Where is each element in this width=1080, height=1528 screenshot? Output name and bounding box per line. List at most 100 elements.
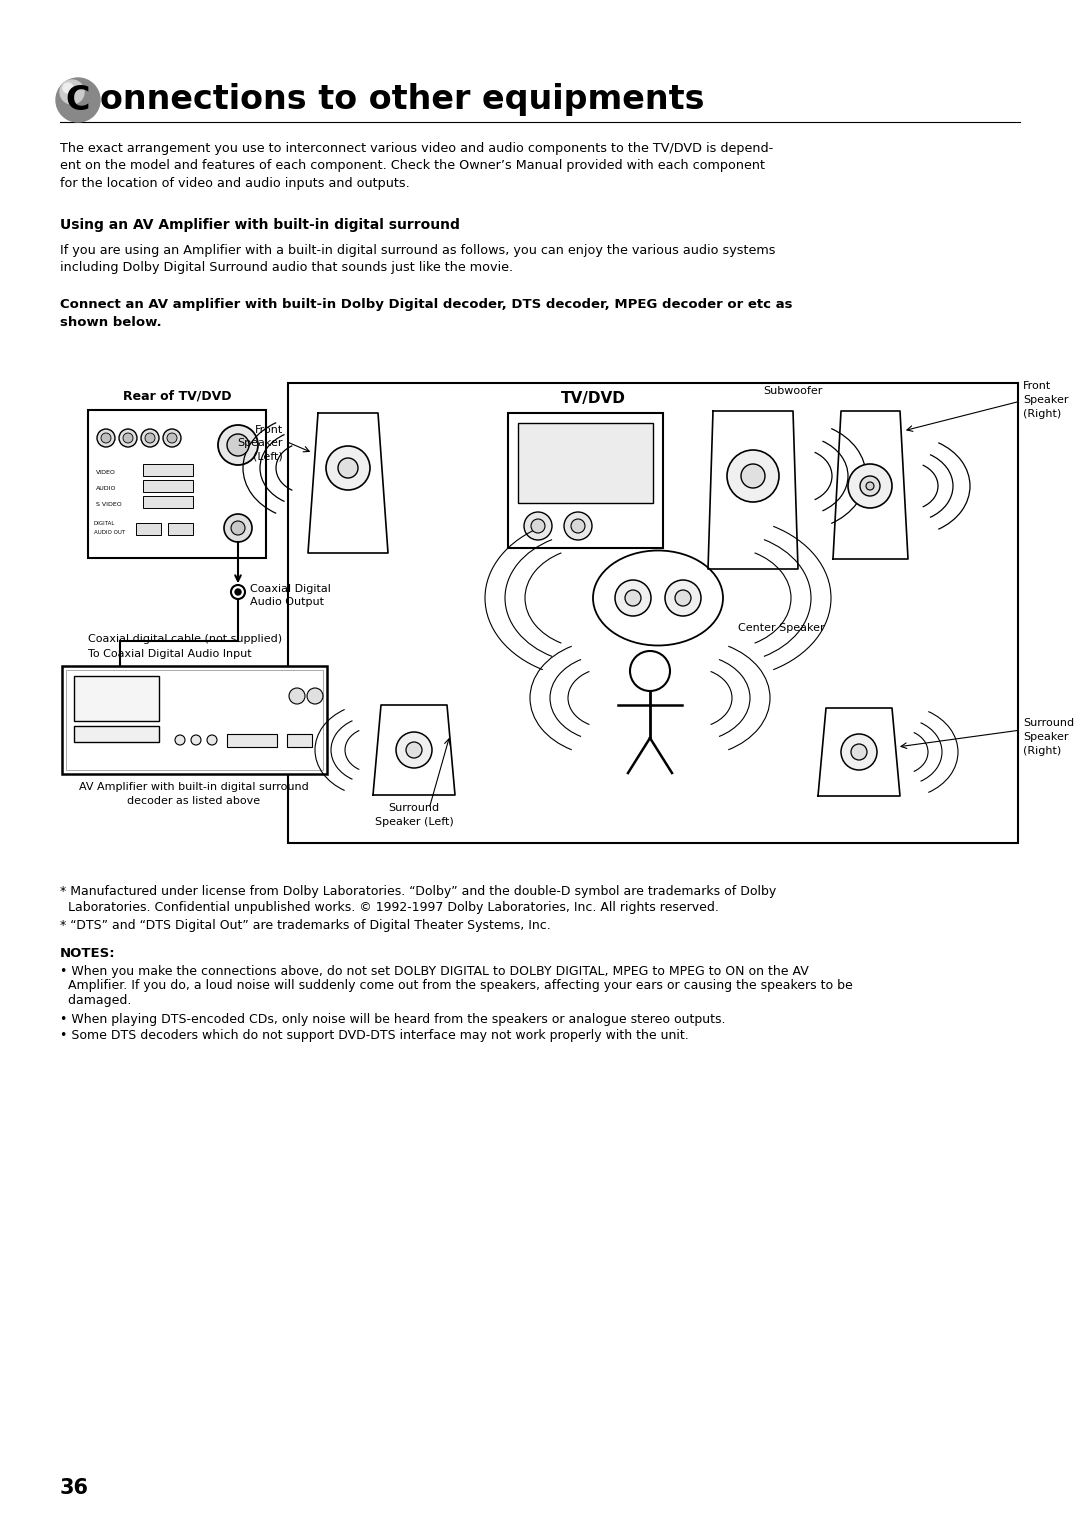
Text: Subwoofer: Subwoofer xyxy=(762,387,822,396)
Circle shape xyxy=(102,432,111,443)
Bar xyxy=(75,726,159,743)
Circle shape xyxy=(175,735,185,746)
Polygon shape xyxy=(833,411,908,559)
Circle shape xyxy=(860,477,880,497)
Text: * Manufactured under license from Dolby Laboratories. “Dolby” and the double-D s: * Manufactured under license from Dolby … xyxy=(60,885,777,898)
Polygon shape xyxy=(818,707,900,796)
Circle shape xyxy=(396,732,432,769)
Circle shape xyxy=(564,512,592,539)
Bar xyxy=(87,410,266,558)
Text: Center Speaker: Center Speaker xyxy=(738,623,825,633)
Circle shape xyxy=(326,446,370,490)
Text: Coaxial digital cable (not supplied): Coaxial digital cable (not supplied) xyxy=(87,634,282,643)
Circle shape xyxy=(524,512,552,539)
Text: AUDIO: AUDIO xyxy=(96,486,117,490)
Bar xyxy=(168,523,193,535)
Circle shape xyxy=(615,581,651,616)
Text: DIGITAL: DIGITAL xyxy=(94,521,116,526)
Circle shape xyxy=(866,481,874,490)
Circle shape xyxy=(231,585,245,599)
Text: damaged.: damaged. xyxy=(60,995,132,1007)
Circle shape xyxy=(191,735,201,746)
Circle shape xyxy=(167,432,177,443)
Text: Laboratories. Confidential unpublished works. © 1992-1997 Dolby Laboratories, In: Laboratories. Confidential unpublished w… xyxy=(60,902,719,914)
Circle shape xyxy=(119,429,137,448)
Circle shape xyxy=(56,78,100,122)
Circle shape xyxy=(224,513,252,542)
Bar xyxy=(287,733,312,747)
Ellipse shape xyxy=(593,550,723,645)
Bar xyxy=(227,733,276,747)
Text: • When playing DTS-encoded CDs, only noise will be heard from the speakers or an: • When playing DTS-encoded CDs, only noi… xyxy=(60,1013,726,1025)
Bar xyxy=(136,523,161,535)
Circle shape xyxy=(163,429,181,448)
Text: • Some DTS decoders which do not support DVD-DTS interface may not work properly: • Some DTS decoders which do not support… xyxy=(60,1028,689,1042)
Text: TV/DVD: TV/DVD xyxy=(561,391,625,406)
Text: Rear of TV/DVD: Rear of TV/DVD xyxy=(123,390,231,402)
Circle shape xyxy=(675,590,691,607)
Circle shape xyxy=(63,83,73,93)
Bar xyxy=(518,423,653,503)
Text: VIDEO: VIDEO xyxy=(96,469,116,475)
Text: * “DTS” and “DTS Digital Out” are trademarks of Digital Theater Systems, Inc.: * “DTS” and “DTS Digital Out” are tradem… xyxy=(60,918,551,932)
Text: Speaker: Speaker xyxy=(1023,396,1068,405)
Circle shape xyxy=(60,79,84,104)
Circle shape xyxy=(227,434,249,455)
Circle shape xyxy=(207,735,217,746)
Circle shape xyxy=(531,520,545,533)
Circle shape xyxy=(571,520,585,533)
Bar xyxy=(75,675,159,721)
Circle shape xyxy=(307,688,323,704)
Circle shape xyxy=(406,743,422,758)
Bar xyxy=(143,480,193,492)
Text: 36: 36 xyxy=(60,1478,89,1497)
Bar xyxy=(143,465,193,477)
Polygon shape xyxy=(708,411,798,568)
Text: If you are using an Amplifier with a built-in digital surround as follows, you c: If you are using an Amplifier with a bui… xyxy=(60,244,775,275)
Circle shape xyxy=(145,432,156,443)
Circle shape xyxy=(289,688,305,704)
Text: NOTES:: NOTES: xyxy=(60,947,116,960)
Text: Front: Front xyxy=(1023,380,1051,391)
Text: Speaker: Speaker xyxy=(1023,732,1068,743)
Text: To Coaxial Digital Audio Input: To Coaxial Digital Audio Input xyxy=(87,649,252,659)
Polygon shape xyxy=(373,704,455,795)
Circle shape xyxy=(665,581,701,616)
Circle shape xyxy=(841,733,877,770)
Text: decoder as listed above: decoder as listed above xyxy=(127,796,260,805)
Text: • When you make the connections above, do not set DOLBY DIGITAL to DOLBY DIGITAL: • When you make the connections above, d… xyxy=(60,966,809,978)
Circle shape xyxy=(218,425,258,465)
Circle shape xyxy=(97,429,114,448)
Text: Connect an AV amplifier with built-in Dolby Digital decoder, DTS decoder, MPEG d: Connect an AV amplifier with built-in Do… xyxy=(60,298,793,312)
Bar xyxy=(66,669,323,770)
Text: Amplifier. If you do, a loud noise will suddenly come out from the speakers, aff: Amplifier. If you do, a loud noise will … xyxy=(60,979,853,993)
Text: AV Amplifier with built-in digital surround: AV Amplifier with built-in digital surro… xyxy=(79,782,309,792)
Circle shape xyxy=(338,458,357,478)
Circle shape xyxy=(851,744,867,759)
Circle shape xyxy=(727,451,779,503)
Text: Surround: Surround xyxy=(389,804,440,813)
Text: shown below.: shown below. xyxy=(60,316,162,329)
Text: (Right): (Right) xyxy=(1023,746,1062,756)
Bar xyxy=(62,666,327,775)
Bar xyxy=(288,384,1018,843)
Text: Front
Speaker
(Left): Front Speaker (Left) xyxy=(238,425,283,461)
Text: Surround: Surround xyxy=(1023,718,1075,727)
Text: Using an AV Amplifier with built-in digital surround: Using an AV Amplifier with built-in digi… xyxy=(60,219,460,232)
Text: S VIDEO: S VIDEO xyxy=(96,501,122,506)
Circle shape xyxy=(235,588,241,594)
Text: AUDIO OUT: AUDIO OUT xyxy=(94,530,125,535)
Circle shape xyxy=(231,521,245,535)
Text: (Right): (Right) xyxy=(1023,410,1062,419)
Circle shape xyxy=(630,651,670,691)
Bar xyxy=(508,413,663,549)
Text: C: C xyxy=(66,84,91,116)
Text: Speaker (Left): Speaker (Left) xyxy=(375,817,454,827)
Circle shape xyxy=(141,429,159,448)
Polygon shape xyxy=(308,413,388,553)
Circle shape xyxy=(625,590,642,607)
Circle shape xyxy=(848,465,892,507)
Circle shape xyxy=(123,432,133,443)
Text: onnections to other equipments: onnections to other equipments xyxy=(100,84,704,116)
Text: Coaxial Digital
Audio Output: Coaxial Digital Audio Output xyxy=(249,584,330,607)
